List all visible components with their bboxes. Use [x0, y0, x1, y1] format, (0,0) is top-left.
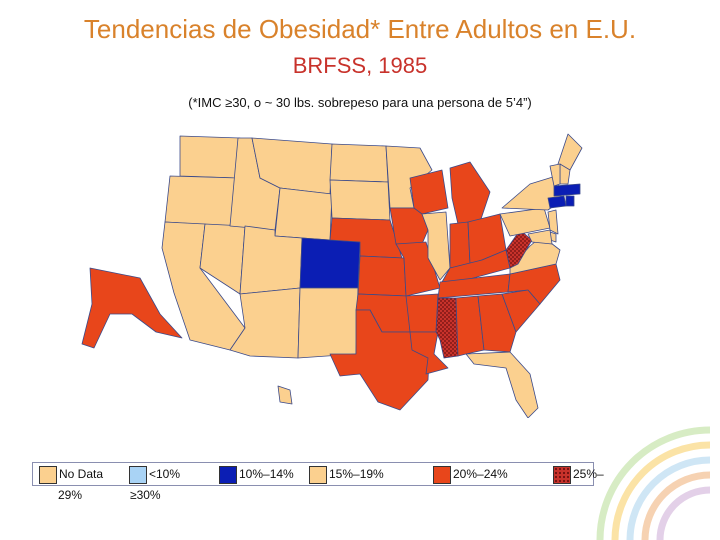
state-al [455, 295, 485, 357]
state-nm [297, 287, 359, 359]
state-ri [565, 195, 575, 207]
legend-swatch-5 [553, 466, 571, 484]
state-ar [405, 293, 439, 333]
state-va [509, 235, 561, 275]
state-wa [179, 135, 241, 179]
map-legend: No Data <10% 10%–14% 15%–19% 20%–24% 25%– [32, 462, 604, 486]
legend-wrap-label-2: ≥30% [130, 488, 161, 502]
state-sd [329, 179, 391, 221]
decorative-arcs [596, 426, 711, 540]
legend-label-3: 15%–19% [329, 467, 384, 481]
state-or [164, 175, 239, 227]
legend-swatch-1 [129, 466, 147, 484]
state-fl [465, 351, 539, 418]
page-subtitle: BRFSS, 1985 [292, 53, 428, 78]
legend-wrap-label-1: 29% [58, 488, 83, 502]
legend-label-1: <10% [149, 467, 181, 481]
page-title: Tendencias de Obesidad* Entre Adultos en… [83, 14, 637, 44]
legend-label-0: No Data [59, 467, 104, 481]
state-ks [357, 255, 407, 297]
state-wy [274, 187, 333, 241]
state-wi [409, 169, 449, 215]
state-ma [553, 183, 581, 197]
state-in [449, 221, 471, 269]
state-hi [277, 385, 293, 405]
state-mi [449, 161, 491, 225]
state-tx [329, 309, 431, 411]
state-la [409, 331, 449, 375]
state-ms [435, 297, 459, 359]
state-nd [329, 143, 389, 183]
state-nj [547, 209, 559, 235]
legend-swatch-0 [39, 466, 57, 484]
legend-label-4: 20%–24% [453, 467, 508, 481]
legend-label-2: 10%–14% [239, 467, 294, 481]
state-co [299, 237, 361, 289]
legend-swatch-4 [433, 466, 451, 484]
state-ga [477, 293, 517, 353]
legend-swatch-3 [309, 466, 327, 484]
state-md [527, 229, 553, 245]
us-obesity-map [81, 133, 583, 418]
state-il [421, 211, 451, 281]
state-vt [549, 163, 561, 187]
footnote-bmi: (*IMC ≥30, o ~ 30 lbs. sobrepeso para un… [188, 95, 532, 110]
legend-label-5: 25%– [573, 467, 604, 481]
state-ak [81, 267, 183, 349]
state-ct [547, 195, 567, 209]
legend-swatch-2 [219, 466, 237, 484]
